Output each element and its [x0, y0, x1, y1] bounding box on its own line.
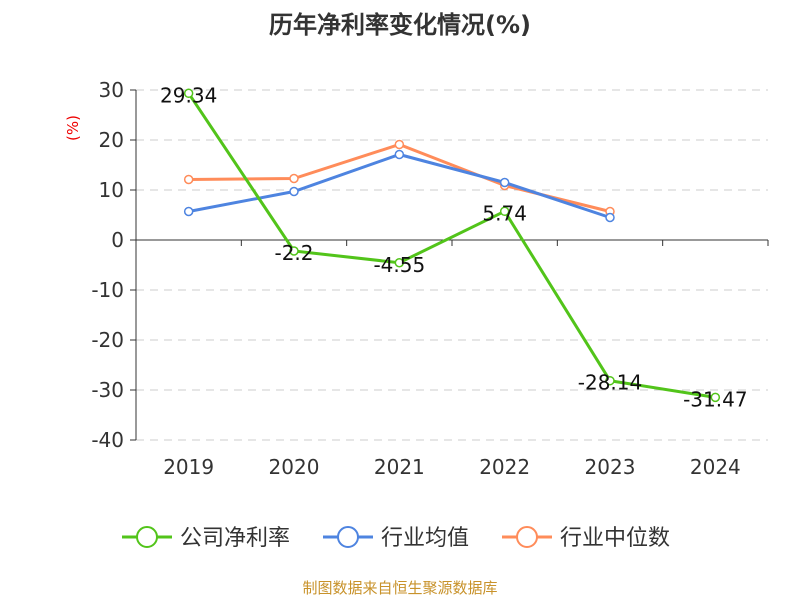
- y-tick-label: -10: [91, 278, 124, 302]
- legend-label: 行业均值: [381, 526, 469, 551]
- y-tick-label: -20: [91, 328, 124, 352]
- data-label: 29.34: [160, 83, 217, 107]
- y-tick-label: 10: [99, 178, 124, 202]
- data-label: -31.47: [683, 387, 747, 411]
- data-point[interactable]: [499, 206, 510, 217]
- data-point[interactable]: [183, 206, 194, 217]
- data-point[interactable]: [183, 174, 194, 185]
- y-tick-label: 30: [99, 78, 124, 102]
- data-point[interactable]: [289, 186, 299, 197]
- data-point[interactable]: [605, 375, 615, 386]
- legend-item[interactable]: 行业均值: [323, 526, 469, 551]
- legend-marker-icon: [337, 526, 359, 548]
- x-tick-label: 2023: [585, 455, 636, 479]
- data-point[interactable]: [183, 88, 194, 99]
- source-note: 制图数据来自恒生聚源数据库: [302, 579, 497, 597]
- data-point[interactable]: [394, 149, 405, 160]
- legend-label: 行业中位数: [560, 526, 670, 551]
- y-tick-label: 0: [111, 228, 124, 252]
- legend-item[interactable]: 公司净利率: [122, 526, 290, 551]
- y-tick-label: -40: [91, 428, 124, 452]
- data-point[interactable]: [289, 173, 299, 184]
- series-line: [187, 92, 716, 399]
- data-point[interactable]: [710, 392, 721, 403]
- data-point[interactable]: [605, 212, 615, 223]
- x-tick-label: 2024: [690, 455, 741, 479]
- data-point[interactable]: [394, 139, 405, 150]
- x-tick-label: 2022: [479, 455, 530, 479]
- x-tick-label: 2021: [374, 455, 425, 479]
- legend-marker-icon: [136, 526, 158, 548]
- data-point[interactable]: [394, 258, 405, 268]
- y-tick-label: 20: [99, 128, 124, 152]
- y-tick-label: -30: [91, 378, 124, 402]
- data-label: -2.2: [274, 241, 313, 265]
- data-label: -28.14: [578, 371, 642, 395]
- data-point[interactable]: [289, 246, 299, 256]
- x-tick-label: 2020: [269, 455, 320, 479]
- legend-item[interactable]: 行业中位数: [502, 526, 670, 551]
- y-axis-label: (%): [64, 115, 82, 141]
- chart-title: 历年净利率变化情况(%): [269, 11, 531, 39]
- x-tick-label: 2019: [163, 455, 214, 479]
- legend-label: 公司净利率: [180, 526, 290, 551]
- data-point[interactable]: [499, 177, 510, 188]
- data-label: 5.74: [482, 201, 527, 225]
- legend-marker-icon: [516, 526, 538, 548]
- data-label: -4.55: [373, 253, 425, 277]
